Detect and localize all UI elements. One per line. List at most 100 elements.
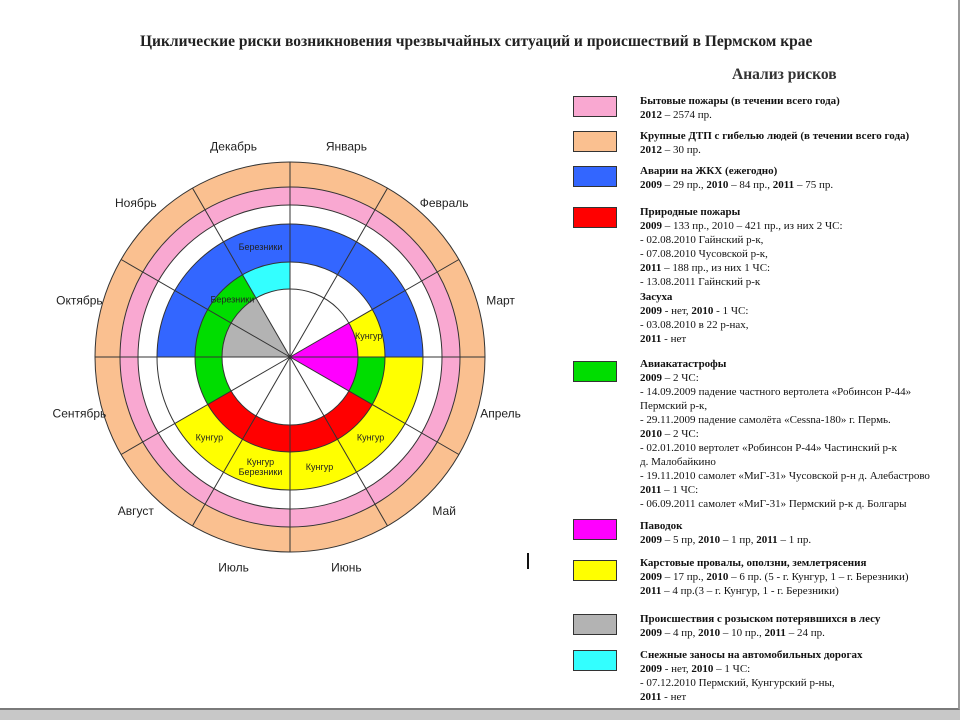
legend-text-segment: 2011 <box>640 262 662 274</box>
month-divider-8 <box>192 356 291 527</box>
legend-text: Снежные заносы на автомобильных дорогах 2… <box>640 648 863 704</box>
legend-swatch-blue <box>573 166 617 187</box>
ring-r6-month-3 <box>290 323 358 357</box>
legend-text-segment: 2010 <box>640 428 662 440</box>
legend-text-segment: 2009 <box>640 220 662 232</box>
legend-text-segment: - 29.11.2009 падение самолёта «Cessna-18… <box>640 414 891 426</box>
ring-r1-month-5 <box>375 442 459 526</box>
ring-location-label: Березники <box>210 294 254 304</box>
ring-r3-month-10 <box>138 281 175 357</box>
legend-text: Авиакатастрофы 2009 – 2 ЧС: - 14.09.2009 п… <box>640 357 930 511</box>
legend-line: - 13.08.2011 Гайнский р-к <box>640 275 843 289</box>
month-label: Январь <box>326 139 367 153</box>
ring-r6-month-8 <box>231 357 290 416</box>
legend-text-segment: 2010 <box>691 663 714 675</box>
month-label: Ноябрь <box>115 196 157 210</box>
legend-text-segment: 2010 <box>698 627 721 639</box>
ring-r6-month-11 <box>231 298 290 357</box>
legend-text-segment: - 14.09.2009 падение частного вертолета … <box>640 386 912 398</box>
legend-text-segment: - 02.01.2010 вертолет «Робинсон Р-44» Ча… <box>640 442 897 454</box>
ring-location-label: Кунгур <box>357 433 384 443</box>
legend-text-segment: - 03.08.2010 в 22 р-нах, <box>640 319 749 331</box>
legend-text: Карстовые провалы, оползни, землетрясени… <box>640 556 909 598</box>
legend-text-segment: – 2574 пр. <box>662 109 712 121</box>
month-label: Апрель <box>480 406 521 420</box>
legend-text-segment: – 188 пр., из них 1 ЧС: <box>661 262 771 274</box>
ring-r2-month-9 <box>120 357 159 442</box>
legend-heading: Происшествия с розыском потерявшихся в л… <box>640 612 880 626</box>
ring-r5-month-9 <box>195 357 232 405</box>
legend-text-segment: Пермский р-к, <box>640 400 708 412</box>
ring-r2-month-4 <box>421 357 460 442</box>
ring-r3-month-3 <box>405 281 443 357</box>
ring-r1-month-11 <box>121 188 205 272</box>
ring-r4-month-4 <box>372 357 423 424</box>
text-cursor-mark <box>527 553 529 569</box>
legend-line: - 02.01.2010 вертолет «Робинсон Р-44» Ча… <box>640 441 930 455</box>
legend-line: - 19.11.2010 самолет «МиГ-31» Чусовской … <box>640 469 930 483</box>
legend-text-segment: - 1 ЧС: <box>713 305 749 317</box>
ring-r1-month-9 <box>95 357 143 455</box>
ring-r4-month-10 <box>157 290 208 357</box>
ring-r3-month-9 <box>138 357 175 433</box>
month-divider-12 <box>192 187 291 358</box>
legend-text-segment: - нет, <box>662 305 692 317</box>
legend-line: - 06.09.2011 самолет «МиГ-31» Пермский р… <box>640 497 930 511</box>
legend-line: 2009 – 4 пр, 2010 – 10 пр., 2011 – 24 пр… <box>640 626 880 640</box>
legend-text-segment: Авиакатастрофы <box>640 358 727 370</box>
legend-line: 2012 – 2574 пр. <box>640 108 840 122</box>
legend-text-segment: – 17 пр., <box>662 571 707 583</box>
legend-line: 2009 - нет, 2010 – 1 ЧС: <box>640 662 863 676</box>
ring-r4-month-3 <box>372 290 423 357</box>
legend-text-segment: 2009 <box>640 179 662 191</box>
legend-text-segment: – 24 пр. <box>785 627 825 639</box>
legend-line: д. Малобайкино <box>640 455 930 469</box>
legend-swatch-red <box>573 207 617 228</box>
ring-r1-month-6 <box>290 504 388 552</box>
legend-text-segment: Аварии на ЖКХ (ежегодно) <box>640 165 778 177</box>
legend-swatch-pink <box>573 96 617 117</box>
ring-r3-month-4 <box>405 357 443 433</box>
month-label: Июль <box>218 561 249 575</box>
ring-r3-month-1 <box>290 205 366 242</box>
ring-r4-month-5 <box>337 404 406 473</box>
legend-swatch-cyan <box>573 650 617 671</box>
ring-r6-month-1 <box>290 289 324 357</box>
ring-r1-month-2 <box>375 188 459 272</box>
ring-r4-month-2 <box>337 241 406 310</box>
ring-r2-month-7 <box>205 488 290 527</box>
legend-text-segment: Снежные заносы на автомобильных дорогах <box>640 649 863 661</box>
legend-text: Засуха 2009 - нет, 2010 - 1 ЧС: - 03.08.20… <box>640 290 749 346</box>
legend-line: - 14.09.2009 падение частного вертолета … <box>640 385 930 399</box>
legend-text-segment: Паводок <box>640 520 683 532</box>
legend-text-segment: 2009 <box>640 663 662 675</box>
legend-text-segment: Природные пожары <box>640 206 741 218</box>
ring-r2-month-1 <box>290 187 375 226</box>
legend-text: Природные пожары 2009 – 133 пр., 2010 – 4… <box>640 205 843 289</box>
legend-text-segment: 2010 <box>706 179 729 191</box>
legend-line: 2011 - нет <box>640 690 863 704</box>
ring-location-label: Кунгур <box>355 331 382 341</box>
month-divider-6 <box>289 356 388 527</box>
ring-r4-month-1 <box>290 224 357 275</box>
legend-text: Крупные ДТП с гибелью людей (в течении в… <box>640 129 909 157</box>
legend-heading: Крупные ДТП с гибелью людей (в течении в… <box>640 129 909 143</box>
legend-text-segment: 2010 <box>698 534 721 546</box>
legend-text-segment: – 1 ЧС: <box>713 663 751 675</box>
ring-r6-month-4 <box>290 357 358 391</box>
legend-text-segment: 2009 <box>640 305 662 317</box>
ring-r5-month-10 <box>195 309 232 357</box>
legend-line: 2009 – 2 ЧС: <box>640 371 930 385</box>
ring-r3-month-12 <box>214 205 290 242</box>
ring-r2-month-11 <box>142 209 214 281</box>
ring-r5-month-5 <box>324 391 373 440</box>
ring-location-label: Кунгур <box>247 457 274 467</box>
legend-text: Происшествия с розыском потерявшихся в л… <box>640 612 880 640</box>
legend-text-segment: – 4 пр, <box>662 627 699 639</box>
month-label: Декабрь <box>210 139 257 153</box>
legend-line: - 03.08.2010 в 22 р-нах, <box>640 318 749 332</box>
ring-r5-month-4 <box>348 357 385 405</box>
legend-text-segment: - нет <box>661 691 687 703</box>
legend-heading: Карстовые провалы, оползни, землетрясени… <box>640 556 909 570</box>
legend-text-segment: – 1 пр, <box>720 534 757 546</box>
